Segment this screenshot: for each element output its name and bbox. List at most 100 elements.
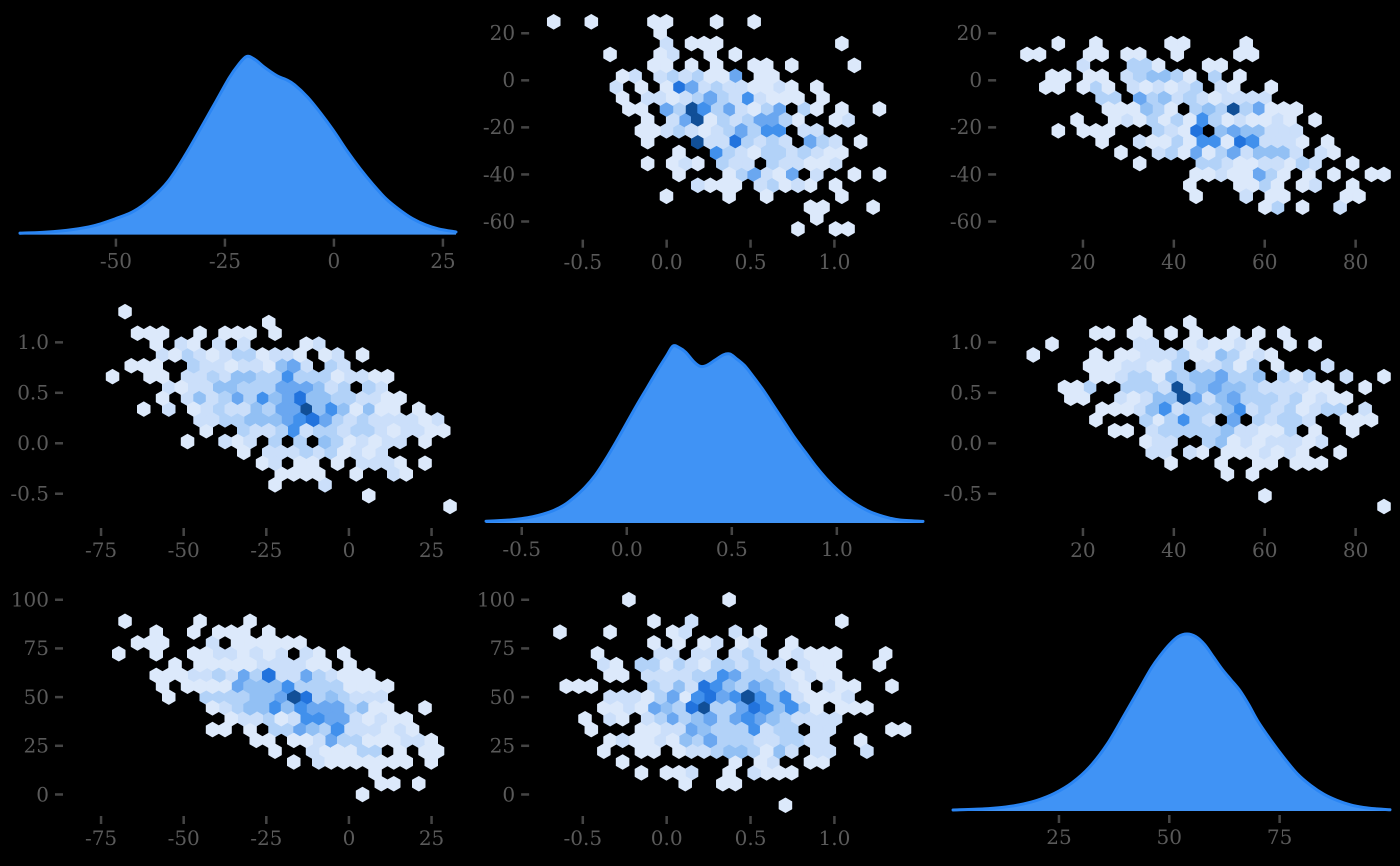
x-tick-label: -50 xyxy=(100,249,132,273)
x-tick-label: -25 xyxy=(209,249,241,273)
hexbin-cell xyxy=(728,46,743,63)
hexbin-cell xyxy=(647,721,661,738)
hexbin-cell xyxy=(1264,347,1279,363)
hexbin-cell xyxy=(1327,166,1341,183)
hexbin-cell xyxy=(1245,358,1260,374)
hexbin-cell xyxy=(1070,379,1084,396)
hexbin-cell xyxy=(559,678,574,694)
hexbin-cell xyxy=(130,325,145,341)
hexbin-cell xyxy=(728,90,743,106)
hexbin-cell xyxy=(546,13,561,30)
hexbin-cell xyxy=(118,303,132,320)
hexbin-cell xyxy=(860,743,874,759)
hexbin-cell xyxy=(187,358,201,374)
hexbin-cell xyxy=(1345,423,1360,439)
hexbin-cell xyxy=(380,455,395,471)
hexbin-cell xyxy=(810,210,824,226)
hexbin-cell xyxy=(418,700,432,716)
hexbin-cell xyxy=(1139,79,1153,95)
panel-r3c2: -0.5 0.0 0.5 1.0 100 75 50 25 0 xyxy=(466,578,933,866)
y-tick-label: 1.0 xyxy=(950,330,982,354)
panel-r1c2-canvas: -0.5 0.0 0.5 1.0 20 0 -20 -40 -60 xyxy=(483,13,887,274)
panel-r2c2: -0.5 0.0 0.5 1.0 xyxy=(466,290,933,578)
hexbin-cell xyxy=(1120,423,1134,439)
hexbin-cell xyxy=(659,765,674,781)
hexbin-cell xyxy=(1226,412,1241,428)
hexbin-cell xyxy=(1139,390,1153,406)
hexbin-cell xyxy=(1258,379,1272,396)
hexbin-cell xyxy=(299,423,313,439)
hexbin-cell xyxy=(237,336,251,352)
hexbin-cell xyxy=(1270,155,1285,172)
kde-curve xyxy=(484,344,925,523)
hexbin-cell xyxy=(249,689,263,705)
hexbin-cell xyxy=(143,368,157,385)
hexbin-cell xyxy=(753,754,768,770)
x-tick-label: 0 xyxy=(328,249,341,273)
hexbin-cell xyxy=(734,656,749,673)
hexbin-cell xyxy=(772,166,786,183)
hexbin-cell xyxy=(784,721,799,738)
hexbin-cell xyxy=(709,13,724,30)
hexbin-cell xyxy=(1151,433,1166,450)
y-tick-label: -40 xyxy=(950,162,982,186)
hexbin-cell xyxy=(1364,412,1379,428)
y-tick-label: 0 xyxy=(502,68,515,92)
hexbin-cell xyxy=(791,221,805,237)
hexbin-cell xyxy=(1176,35,1191,52)
x-tick-label: 60 xyxy=(1252,538,1278,562)
hexbin-cell xyxy=(622,591,636,608)
hexbin-cell xyxy=(1258,423,1272,439)
hexbin-cell xyxy=(330,743,345,759)
hexbin-cell xyxy=(1126,79,1141,95)
hexbin-cell xyxy=(1377,498,1391,515)
hexbin-cell xyxy=(137,401,151,417)
y-tick-label: -60 xyxy=(483,209,515,233)
hexbin-cell xyxy=(603,46,617,63)
hexbin-cell xyxy=(1132,314,1147,331)
hexbin-cell xyxy=(1245,112,1260,128)
kde-area xyxy=(486,345,923,523)
hexbin-cell xyxy=(162,667,176,684)
hexbin-cell xyxy=(1126,57,1141,74)
hexbin-cell xyxy=(684,656,699,673)
hexbin-cell xyxy=(218,347,232,363)
hexbin-cell xyxy=(703,177,718,194)
hexbin-cell xyxy=(747,101,761,117)
hexbin-cell xyxy=(287,711,301,727)
y-tick-label: 25 xyxy=(24,734,49,758)
hexbin-cell xyxy=(653,689,667,705)
hexbin-cell xyxy=(124,358,138,374)
hexbin-cell xyxy=(343,678,357,694)
hexbin-cell xyxy=(212,624,226,640)
x-tick-label: -25 xyxy=(250,538,282,562)
hexbin-cell xyxy=(368,700,382,716)
x-tick-label: 25 xyxy=(430,249,455,273)
hexbin-cell xyxy=(672,743,686,759)
x-tick-label: -50 xyxy=(168,538,200,562)
hexbin-cell xyxy=(1132,155,1147,172)
kde-curve xyxy=(18,54,458,235)
hexbin-cell xyxy=(224,711,238,727)
hexbin-cell xyxy=(1208,336,1222,352)
hexbin-cell xyxy=(1314,455,1329,471)
hexbin-cell xyxy=(615,732,630,749)
hexbin-cell xyxy=(1226,390,1241,406)
hexbin-cell xyxy=(218,433,232,450)
hexbin-cell xyxy=(1277,188,1291,205)
x-tick-label: -0.5 xyxy=(502,537,541,561)
x-tick-label: 0.0 xyxy=(611,537,643,561)
hexbin-cell xyxy=(690,155,705,172)
hexbin-cell xyxy=(615,754,630,770)
hexbin-cell xyxy=(709,35,724,52)
hexbin-cell xyxy=(1189,188,1203,205)
hexbin-cell xyxy=(224,689,238,705)
hexbin-cell xyxy=(237,401,251,417)
hexbin-cell xyxy=(615,68,630,85)
hexbin-cell xyxy=(1345,155,1360,172)
hexbin-cell xyxy=(1183,133,1197,150)
hexbin-cell xyxy=(816,90,830,106)
hexbin-cell xyxy=(1201,57,1216,74)
hexbin-cell xyxy=(647,635,661,651)
